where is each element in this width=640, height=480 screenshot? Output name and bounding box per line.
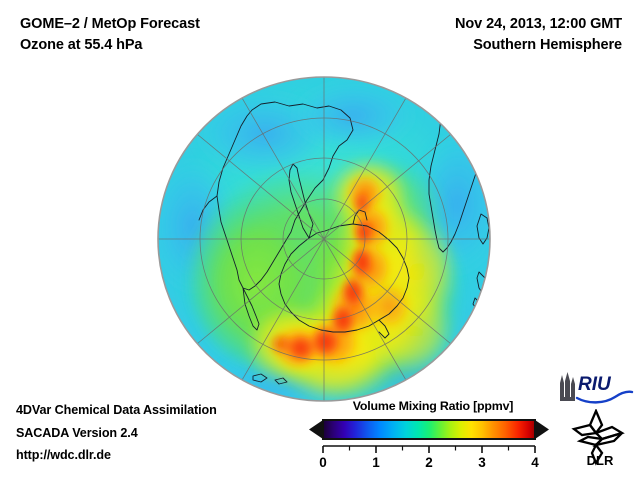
colorbar-major-ticks	[322, 446, 536, 453]
website-url[interactable]: http://wdc.dlr.de	[16, 448, 111, 462]
graticule	[158, 77, 490, 401]
dlr-wordmark: DLR	[587, 453, 614, 467]
timestamp-label: Nov 24, 2013, 12:00 GMT	[455, 16, 622, 32]
colorbar-tick-4: 4	[531, 455, 539, 470]
colorbar-tick-2: 2	[425, 455, 433, 470]
globe-map	[157, 76, 493, 402]
footer-credits: 4DVar Chemical Data Assimilation SACADA …	[16, 399, 217, 467]
method-label: 4DVar Chemical Data Assimilation	[16, 403, 217, 417]
dlr-logo: DLR	[566, 408, 634, 468]
colorbar-scale: 0 1 2 3 4	[309, 419, 549, 470]
colorbar-gradient	[322, 419, 536, 440]
dlr-logo-graphic: DLR	[571, 408, 625, 468]
colorbar-tick-3: 3	[478, 455, 486, 470]
colorbar-max-arrow	[535, 420, 549, 439]
colorbar-minor-ticks	[348, 446, 510, 451]
riu-swoosh-icon	[575, 390, 634, 404]
colorbar: Volume Mixing Ratio [ppmv]	[305, 399, 553, 475]
instrument-title: GOME–2 / MetOp Forecast	[20, 16, 200, 32]
header-left: GOME–2 / MetOp Forecast Ozone at 55.4 hP…	[20, 14, 200, 56]
version-label: SACADA Version 2.4	[16, 425, 138, 440]
orthographic-projection	[157, 76, 491, 402]
riu-tower-icon	[560, 372, 575, 401]
colorbar-tick-0: 0	[319, 455, 327, 470]
colorbar-tick-1: 1	[372, 455, 380, 470]
riu-logo-graphic: RIU	[560, 372, 634, 404]
globe-limb	[157, 76, 491, 402]
header-right: Nov 24, 2013, 12:00 GMT Southern Hemisph…	[455, 14, 622, 56]
riu-wordmark: RIU	[578, 374, 612, 395]
hemisphere-label: Southern Hemisphere	[473, 37, 622, 53]
dlr-mark-icon	[571, 408, 625, 466]
colorbar-title: Volume Mixing Ratio [ppmv]	[352, 399, 514, 413]
species-level-subtitle: Ozone at 55.4 hPa	[20, 37, 143, 53]
riu-logo: RIU	[557, 371, 635, 405]
colorbar-min-arrow	[309, 420, 323, 439]
colorbar-tick-labels: 0 1 2 3 4	[319, 455, 539, 470]
